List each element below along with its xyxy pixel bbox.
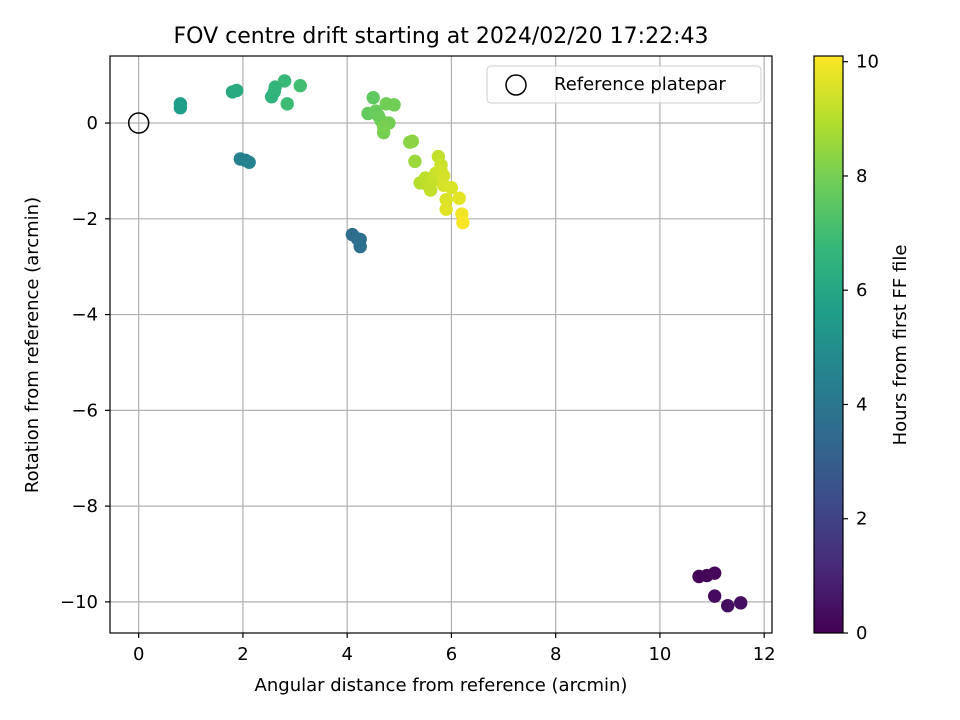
grid-lines (110, 56, 772, 633)
y-tick-label: 0 (87, 113, 98, 134)
data-point (293, 78, 307, 93)
data-point (366, 90, 380, 105)
data-point (280, 97, 294, 111)
data-point (242, 155, 256, 170)
data-point (387, 98, 401, 112)
chart-title: FOV centre drift starting at 2024/02/20 … (174, 24, 709, 49)
data-point (452, 191, 466, 205)
data-point (720, 599, 735, 613)
colorbar-label: Hours from first FF file (890, 245, 911, 446)
data-point (707, 589, 722, 603)
data-point (376, 120, 391, 134)
x-tick-label: 0 (133, 644, 144, 665)
data-point (408, 154, 422, 169)
data-point (439, 192, 453, 207)
reference-marker-group (127, 112, 150, 134)
colorbar-ticks: 0 2 4 6 8 10 (843, 52, 879, 644)
data-point (277, 74, 292, 88)
colorbar-tick-label: 10 (856, 52, 879, 73)
legend-box (486, 65, 762, 104)
y-tick-label: −2 (71, 209, 98, 230)
y-tick-label: −10 (60, 592, 98, 613)
x-tick-label: 2 (237, 644, 248, 665)
data-points (173, 74, 748, 613)
colorbar: 0 2 4 6 8 10 Hours from first FF file (813, 52, 911, 644)
y-tick-label: −8 (71, 496, 98, 517)
x-axis-ticks: 0 2 4 6 8 10 12 (133, 633, 776, 665)
x-tick-label: 10 (648, 644, 671, 665)
x-tick-label: 8 (550, 644, 561, 665)
x-tick-label: 12 (753, 644, 776, 665)
data-point (456, 215, 470, 230)
data-point (353, 239, 367, 254)
y-axis-title: Rotation from reference (arcmin) (22, 197, 43, 493)
y-tick-label: −6 (71, 400, 98, 421)
colorbar-gradient (813, 55, 844, 634)
data-point (229, 83, 244, 98)
colorbar-tick-label: 0 (856, 623, 867, 644)
data-point (405, 134, 420, 148)
data-point (444, 180, 459, 195)
data-point (439, 202, 453, 216)
plot-frame (109, 55, 773, 634)
colorbar-tick-label: 4 (856, 394, 867, 415)
legend-label: Reference platepar (554, 74, 726, 95)
reference-platepar-marker (127, 112, 150, 134)
colorbar-tick-label: 8 (856, 166, 867, 187)
x-tick-label: 6 (446, 644, 457, 665)
y-tick-label: −4 (71, 305, 98, 326)
colorbar-tick-label: 6 (856, 280, 867, 301)
data-point (173, 101, 188, 115)
colorbar-tick-label: 2 (856, 509, 867, 530)
x-tick-label: 4 (341, 644, 352, 665)
y-axis-ticks: 0 −2 −4 −6 −8 −10 (60, 113, 110, 613)
x-axis-title: Angular distance from reference (arcmin) (255, 675, 628, 696)
data-point (734, 596, 748, 610)
data-point (436, 169, 451, 183)
legend-reference-marker (505, 74, 527, 96)
legend: Reference platepar (486, 65, 762, 104)
data-point (707, 566, 722, 580)
